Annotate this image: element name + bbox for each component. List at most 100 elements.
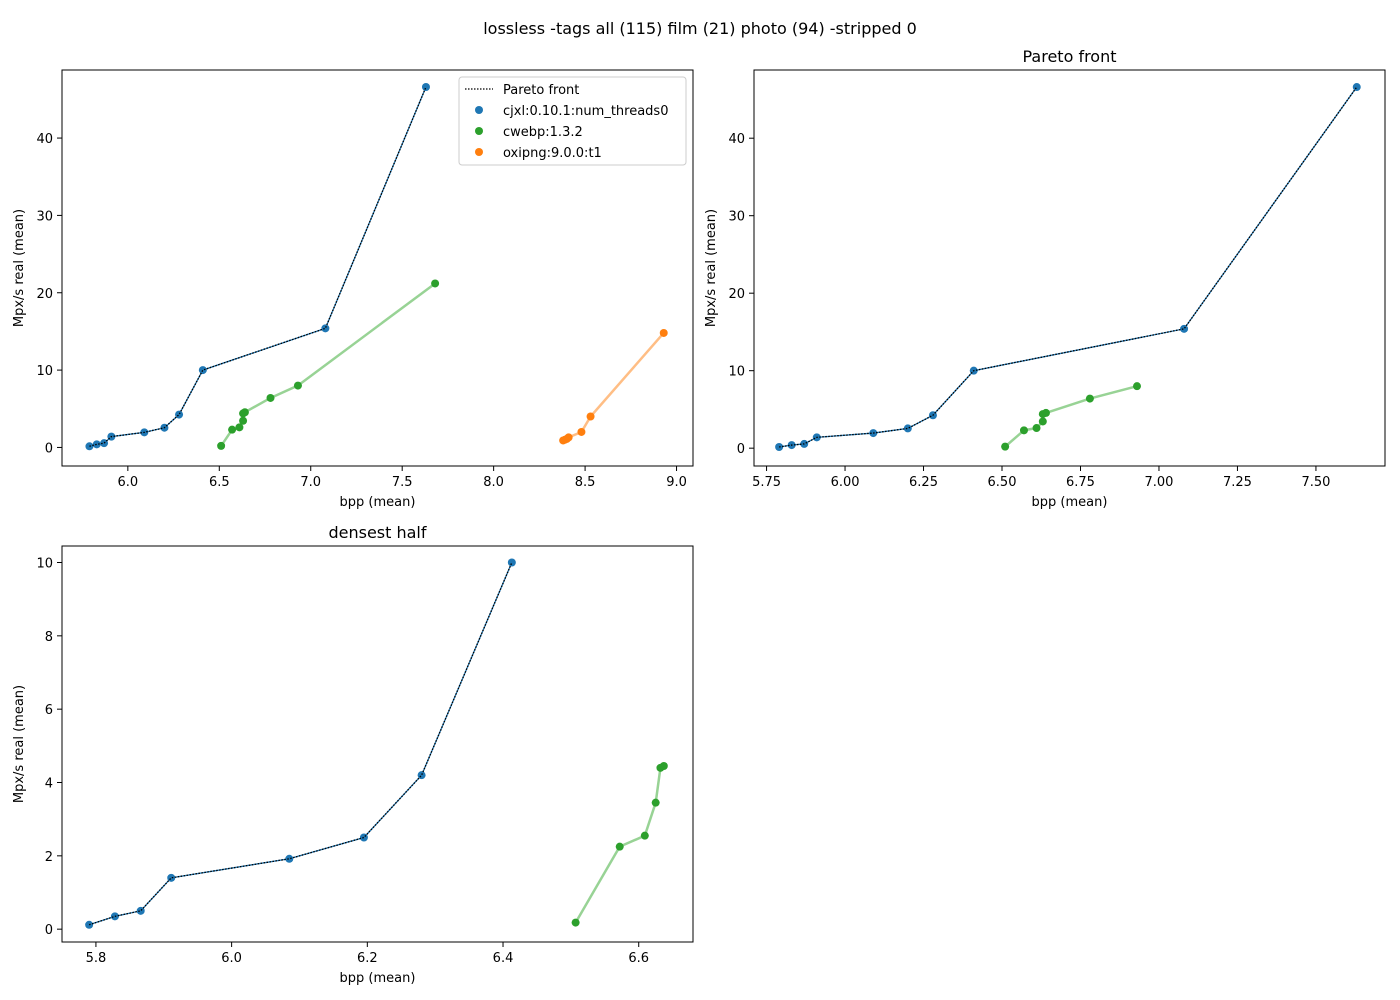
y-tick-label: 30 [36,209,53,224]
x-axis-label: bpp (mean) [340,971,416,986]
cjxl-0-10-1-num-threads0-point [417,771,426,780]
cjxl-0-10-1-num-threads0-point [175,410,184,419]
cjxl-0-10-1-num-threads0-point [507,558,516,567]
y-tick-label: 20 [36,287,53,302]
cjxl-0-10-1-num-threads0-point [903,424,912,433]
cwebp-1-3-2-point [1041,408,1050,417]
x-tick-label: 6.5 [209,475,230,490]
legend-entry: cwebp:1.3.2 [503,125,583,140]
cwebp-1-3-2-point [217,441,226,450]
x-axis-label: bpp (mean) [1032,495,1108,510]
x-tick-label: 7.25 [1223,475,1252,490]
pareto-front-line [88,562,513,926]
cwebp-1-3-2-point [640,831,649,840]
x-tick-label: 5.75 [752,475,781,490]
x-tick-label: 6.6 [628,951,649,966]
y-axis-label: Mpx/s real (mean) [704,209,719,327]
legend-box [458,76,687,166]
y-tick-label: 4 [45,777,53,792]
cwebp-1-3-2-point [293,381,302,390]
y-tick-label: 10 [728,365,745,380]
cjxl-0-10-1-num-threads0-point [136,906,145,915]
cjxl-0-10-1-num-threads0-point [285,854,294,863]
figure-title: lossless -tags all (115) film (21) photo… [483,19,917,38]
cwebp-1-3-2-line [1004,384,1138,448]
cjxl-0-10-1-num-threads0-point [167,873,176,882]
subplot-pareto-front: Pareto front 5.75 6.00 6.25 6.50 6.75 7.00 7.25… [704,47,1386,510]
x-tick-label: 6.75 [1066,475,1095,490]
subplot-title: densest half [328,523,426,542]
x-tick-label: 6.50 [988,475,1017,490]
axes-frame [61,545,694,943]
cjxl-0-10-1-num-threads0-line [89,86,427,447]
subplot-densest-half: densest half 5.8 6.0 6.2 6.4 6.6 0 2 4 6 8 10 bpp (m… [12,523,694,986]
cwebp-1-3-2-point [1001,442,1010,451]
x-tick-label: 8.5 [575,475,596,490]
cwebp-1-3-2-point [239,416,248,425]
cwebp-1-3-2-line [220,282,436,447]
axes-frame [61,69,694,467]
cwebp-1-3-2-point [571,918,580,927]
legend-swatch [475,127,483,135]
y-tick-label: 10 [36,557,53,572]
oxipng-9-0-0-t1-point [659,328,668,337]
y-tick-label: 40 [728,132,745,147]
x-tick-label: 6.00 [831,475,860,490]
axes-frame [753,69,1386,467]
y-axis-label: Mpx/s real (mean) [12,685,27,803]
subplot-all: 6.0 6.5 7.0 7.5 8.0 8.5 9.0 0 10 20 30 40 bpp (mean)… [12,69,694,510]
oxipng-9-0-0-t1-point [586,412,595,421]
y-tick-label: 0 [45,923,53,938]
legend-entry: oxipng:9.0.0:t1 [503,146,602,161]
y-tick-label: 40 [36,132,53,147]
cjxl-0-10-1-num-threads0-point [321,324,330,333]
x-tick-label: 6.4 [493,951,514,966]
cwebp-1-3-2-point [1032,424,1041,433]
y-tick-label: 10 [36,364,53,379]
x-tick-label: 9.0 [666,475,687,490]
cwebp-1-3-2-point [615,842,624,851]
y-tick-label: 20 [728,287,745,302]
cjxl-0-10-1-num-threads0-point [198,366,207,375]
y-tick-label: 0 [737,442,745,457]
y-tick-label: 0 [45,441,53,456]
x-tick-label: 6.2 [357,951,378,966]
cwebp-1-3-2-point [1038,417,1047,426]
x-tick-label: 7.00 [1144,475,1173,490]
legend-swatch [475,148,483,156]
cjxl-0-10-1-num-threads0-point [359,833,368,842]
oxipng-9-0-0-t1-line [562,332,665,442]
cjxl-0-10-1-num-threads0-line [779,86,1358,448]
oxipng-9-0-0-t1-point [564,433,573,442]
y-tick-label: 6 [45,703,53,718]
cjxl-0-10-1-num-threads0-point [92,440,101,449]
x-axis-label: bpp (mean) [340,495,416,510]
x-tick-label: 6.0 [221,951,242,966]
legend-swatch [475,106,483,114]
cwebp-1-3-2-point [659,762,668,770]
legend-entry: cjxl:0.10.1:num_threads0 [503,104,668,119]
cwebp-1-3-2-point [431,279,440,288]
legend: Pareto front cjxl:0.10.1:num_threads0cweb… [458,76,687,166]
cwebp-1-3-2-point [235,423,244,432]
cwebp-1-3-2-point [1132,382,1141,391]
cwebp-1-3-2-point [651,798,660,807]
y-axis-label: Mpx/s real (mean) [12,209,27,327]
cjxl-0-10-1-num-threads0-line [88,562,513,926]
x-tick-label: 8.0 [483,475,504,490]
cjxl-0-10-1-num-threads0-point [421,83,430,92]
subplot-title: Pareto front [1022,47,1116,66]
cjxl-0-10-1-num-threads0-point [1352,83,1361,92]
cwebp-1-3-2-point [1019,426,1028,435]
x-tick-label: 7.5 [392,475,413,490]
legend-entry: Pareto front [503,83,579,98]
y-tick-label: 30 [728,210,745,225]
cjxl-0-10-1-num-threads0-point [100,439,109,448]
cwebp-1-3-2-point [240,408,249,417]
cwebp-1-3-2-point [1085,394,1094,403]
x-tick-label: 6.0 [117,475,138,490]
x-tick-label: 7.0 [300,475,321,490]
pareto-front-line [89,86,427,447]
y-tick-label: 8 [45,630,53,645]
